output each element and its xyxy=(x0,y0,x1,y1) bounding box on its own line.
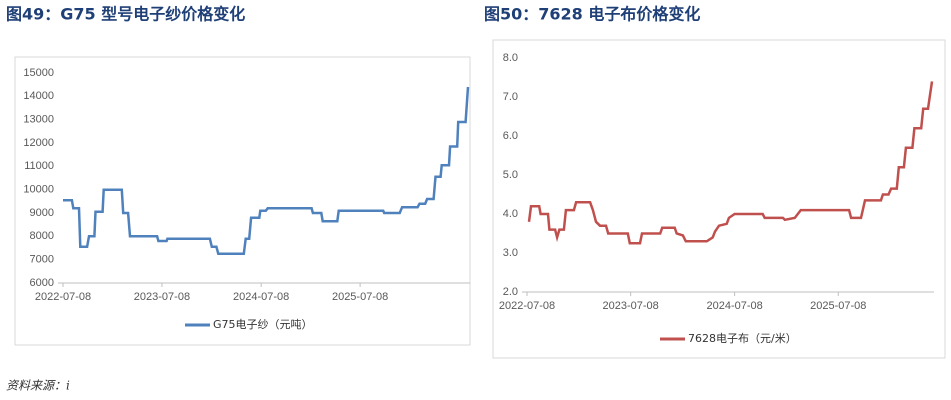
y-tick-label: 5.0 xyxy=(503,169,518,181)
x-tick-label: 2024-07-08 xyxy=(706,300,762,312)
y-tick-label: 12000 xyxy=(23,137,54,149)
source-note: 资料来源：i xyxy=(6,379,70,393)
y-tick-label: 6000 xyxy=(30,277,54,289)
y-tick-label: 3.0 xyxy=(503,247,518,259)
y-tick-label: 7.0 xyxy=(503,91,518,103)
x-tick-label: 2025-07-08 xyxy=(332,291,388,303)
y-tick-label: 15000 xyxy=(23,67,54,79)
x-tick-label: 2022-07-08 xyxy=(499,300,555,312)
x-tick-label: 2023-07-08 xyxy=(134,291,190,303)
y-tick-label: 13000 xyxy=(23,114,54,126)
data-line xyxy=(527,81,934,245)
x-tick-label: 2022-07-08 xyxy=(35,291,91,303)
chart-frame xyxy=(14,56,471,346)
y-tick-label: 11000 xyxy=(24,160,54,172)
chart-title: 图50：7628 电子布价格变化 xyxy=(484,5,700,24)
y-tick-label: 7000 xyxy=(30,254,54,266)
x-tick-label: 2024-07-08 xyxy=(233,291,289,303)
y-tick-label: 6.0 xyxy=(503,130,518,142)
data-line xyxy=(63,86,470,256)
chart-title: 图49：G75 型号电子纱价格变化 xyxy=(6,5,245,24)
y-tick-label: 8000 xyxy=(30,230,54,242)
legend-label: 7628电子布（元/米） xyxy=(688,332,797,345)
legend-label: G75电子纱（元吨） xyxy=(213,318,313,331)
x-tick-label: 2023-07-08 xyxy=(603,300,659,312)
y-tick-label: 2.0 xyxy=(503,286,518,298)
y-tick-label: 4.0 xyxy=(503,208,518,220)
x-tick-label: 2025-07-08 xyxy=(810,300,866,312)
y-tick-label: 14000 xyxy=(23,90,54,102)
chart-frame xyxy=(492,39,946,359)
y-tick-label: 10000 xyxy=(23,184,54,196)
y-tick-label: 9000 xyxy=(30,207,54,219)
y-tick-label: 8.0 xyxy=(503,52,518,64)
